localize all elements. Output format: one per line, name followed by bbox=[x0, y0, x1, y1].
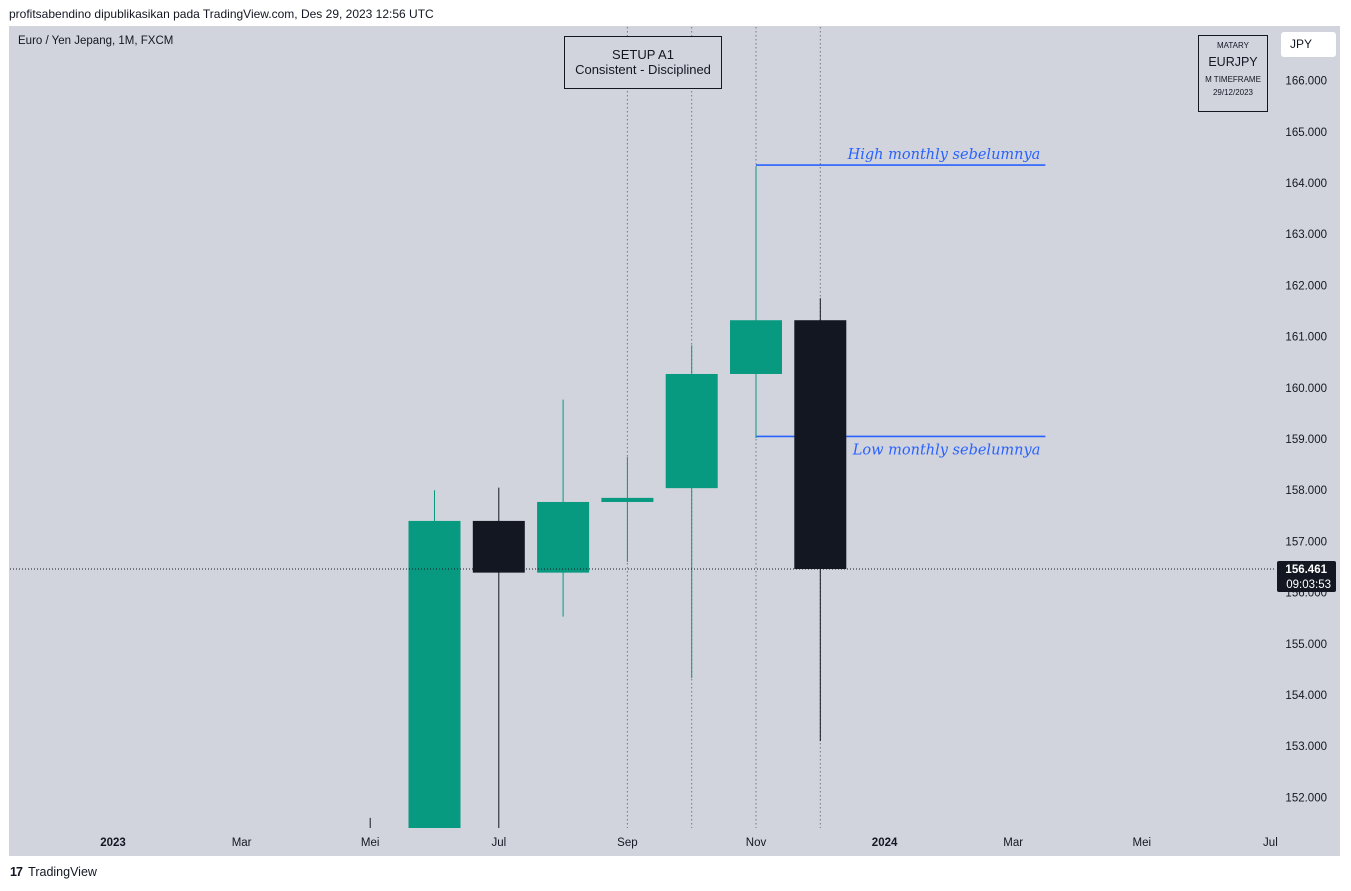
price-label-countdown: 09:03:53 bbox=[1286, 579, 1331, 591]
currency-button[interactable]: JPY bbox=[1281, 32, 1336, 57]
vertical-guide-lines bbox=[626, 27, 821, 828]
candle-body bbox=[472, 520, 525, 573]
tradingview-logo-icon: 17 bbox=[10, 865, 23, 879]
price-tick-label: 159.000 bbox=[1285, 434, 1327, 446]
price-axis: 152.000153.000154.000155.000156.000157.0… bbox=[1285, 76, 1327, 805]
time-tick-label: Jul bbox=[491, 837, 506, 849]
time-axis: 2023 Mar Mei Jul Sep Nov 2024 Mar Mei Jul bbox=[100, 837, 1278, 849]
setup-text-box[interactable]: SETUP A1 Consistent - Disciplined bbox=[564, 36, 722, 89]
candle bbox=[665, 345, 718, 679]
candle bbox=[472, 487, 525, 828]
brand-name: TradingView bbox=[28, 865, 97, 879]
price-tick-label: 160.000 bbox=[1285, 383, 1327, 395]
symbol-title: Euro / Yen Jepang, 1M, FXCM bbox=[18, 35, 174, 47]
time-tick-label: Mar bbox=[1003, 837, 1023, 849]
price-tick-label: 155.000 bbox=[1285, 639, 1327, 651]
candle-body bbox=[730, 320, 782, 374]
price-tick-label: 163.000 bbox=[1285, 229, 1327, 241]
tradingview-brand[interactable]: 17 TradingView bbox=[10, 865, 97, 879]
symbol-watermark-box[interactable]: MATARY EURJPY M TIMEFRAME 29/12/2023 bbox=[1198, 35, 1268, 112]
annotation-label: High monthly sebelumnya bbox=[847, 147, 1041, 163]
price-tick-label: 158.000 bbox=[1285, 485, 1327, 497]
candle bbox=[537, 399, 590, 617]
time-tick-label: Mar bbox=[232, 837, 252, 849]
time-tick-label: 2023 bbox=[100, 837, 126, 849]
price-tick-label: 166.000 bbox=[1285, 76, 1327, 88]
price-label-value: 156.461 bbox=[1285, 564, 1327, 576]
candlestick-series bbox=[369, 166, 847, 828]
annotation-label: Low monthly sebelumnya bbox=[852, 442, 1041, 458]
candle-body bbox=[601, 497, 654, 502]
price-tick-label: 153.000 bbox=[1285, 741, 1327, 753]
price-tick-label: 164.000 bbox=[1285, 178, 1327, 190]
candle bbox=[730, 166, 782, 438]
time-tick-label: Jul bbox=[1263, 837, 1278, 849]
setup-line-1: SETUP A1 bbox=[612, 47, 674, 62]
price-tick-label: 161.000 bbox=[1285, 332, 1327, 344]
time-tick-label: Mei bbox=[1133, 837, 1152, 849]
candle bbox=[408, 490, 461, 828]
candle-body bbox=[537, 501, 590, 573]
watermark-author: MATARY bbox=[1216, 41, 1249, 50]
candle-body bbox=[665, 373, 718, 489]
time-tick-label: Mei bbox=[361, 837, 380, 849]
time-tick-label: Nov bbox=[746, 837, 767, 849]
time-tick-label: 2024 bbox=[872, 837, 898, 849]
setup-line-2: Consistent - Disciplined bbox=[575, 62, 711, 77]
price-tick-label: 157.000 bbox=[1285, 536, 1327, 548]
time-tick-label: Sep bbox=[617, 837, 637, 849]
price-tick-label: 154.000 bbox=[1285, 690, 1327, 702]
price-tick-label: 162.000 bbox=[1285, 280, 1327, 292]
candle-body bbox=[794, 320, 847, 569]
price-tick-label: 165.000 bbox=[1285, 127, 1327, 139]
watermark-symbol: EURJPY bbox=[1208, 55, 1258, 69]
candle bbox=[794, 298, 847, 742]
price-tick-label: 152.000 bbox=[1285, 792, 1327, 804]
current-price-label: 156.461 09:03:53 bbox=[1277, 560, 1336, 592]
candle bbox=[601, 456, 654, 562]
publication-attribution: profitsabendino dipublikasikan pada Trad… bbox=[9, 7, 434, 21]
annotation-lines: High monthly sebelumnya Low monthly sebel… bbox=[756, 147, 1046, 458]
watermark-date: 29/12/2023 bbox=[1212, 88, 1254, 97]
price-label-box bbox=[1277, 560, 1336, 592]
candle-body bbox=[408, 520, 461, 828]
watermark-timeframe: M TIMEFRAME bbox=[1205, 75, 1261, 84]
